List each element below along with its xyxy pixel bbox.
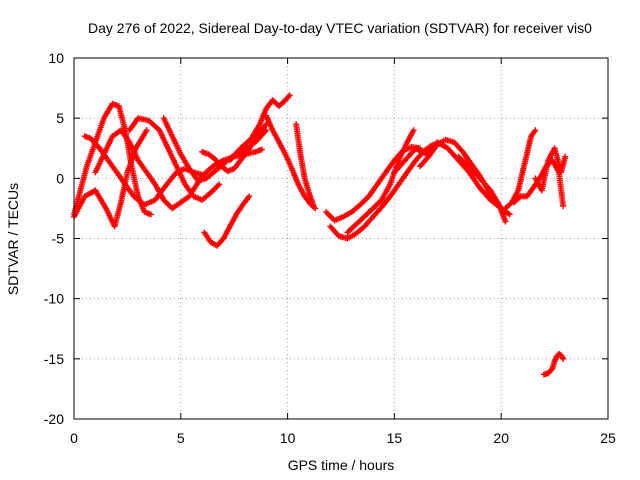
data-point bbox=[562, 153, 569, 160]
axis-ticks bbox=[73, 57, 609, 420]
y-tick-label: -15 bbox=[44, 351, 64, 367]
series-arc-22 bbox=[540, 351, 567, 378]
x-tick-label: 25 bbox=[600, 430, 616, 446]
y-tick-label: -20 bbox=[44, 411, 64, 427]
x-tick-label: 15 bbox=[387, 430, 403, 446]
y-tick-label: 10 bbox=[48, 50, 64, 66]
x-tick-label: 0 bbox=[70, 430, 78, 446]
data-point bbox=[516, 194, 523, 201]
data-point bbox=[560, 355, 567, 362]
y-tick-label: -5 bbox=[52, 231, 65, 247]
series-arc-10 bbox=[226, 92, 293, 164]
series-arc-18 bbox=[455, 153, 509, 225]
series-arc-19 bbox=[502, 127, 539, 212]
data-point bbox=[410, 127, 417, 134]
data-point bbox=[559, 354, 566, 361]
y-tick-label: 5 bbox=[56, 110, 64, 126]
x-tick-label: 20 bbox=[493, 430, 509, 446]
data-point bbox=[548, 366, 555, 373]
x-axis-label: GPS time / hours bbox=[288, 457, 395, 473]
y-tick-label: -10 bbox=[44, 291, 64, 307]
data-point bbox=[286, 92, 293, 99]
x-tick-labels: 0 5 10 15 20 25 bbox=[70, 430, 616, 446]
y-tick-labels: -20 -15 -10 -5 0 5 10 bbox=[44, 50, 64, 427]
data-point bbox=[143, 127, 150, 134]
series-arc-11 bbox=[263, 112, 319, 212]
data-point bbox=[312, 205, 319, 212]
x-tick-label: 10 bbox=[280, 430, 296, 446]
data-point bbox=[502, 218, 509, 225]
series-arc-5 bbox=[126, 115, 223, 203]
data-points bbox=[71, 92, 569, 378]
y-tick-label: 0 bbox=[56, 170, 64, 186]
chart-title: Day 276 of 2022, Sidereal Day-to-day VTE… bbox=[88, 20, 592, 36]
data-point bbox=[532, 127, 539, 134]
data-point bbox=[246, 193, 253, 200]
series-arc-21 bbox=[532, 145, 569, 194]
series-arc-9 bbox=[201, 193, 253, 249]
x-tick-label: 5 bbox=[177, 430, 185, 446]
series-arc-4 bbox=[92, 127, 193, 212]
y-axis-label: SDTVAR / TECUs bbox=[5, 183, 21, 295]
series-arc-13 bbox=[327, 141, 436, 242]
data-point bbox=[216, 181, 223, 188]
data-point bbox=[310, 201, 317, 208]
series-arc-12 bbox=[293, 121, 317, 208]
data-point bbox=[560, 203, 567, 210]
data-point bbox=[285, 93, 292, 100]
series-arc-8 bbox=[199, 121, 270, 175]
series-arc-15 bbox=[344, 127, 417, 236]
data-point bbox=[258, 146, 265, 153]
data-point bbox=[147, 211, 154, 218]
